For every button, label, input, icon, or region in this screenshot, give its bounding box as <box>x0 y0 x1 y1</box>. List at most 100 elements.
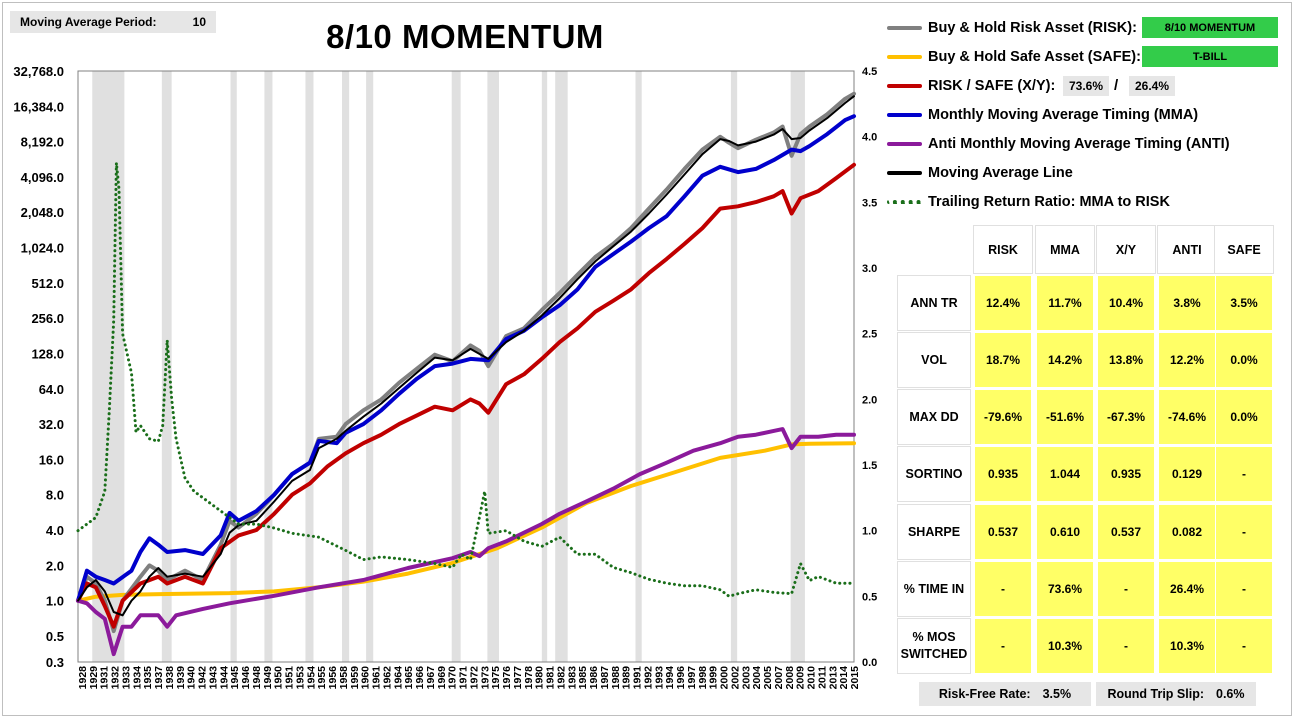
legend-xy-label: RISK / SAFE (X/Y): <box>928 78 1056 94</box>
legend-risk: Buy & Hold Risk Asset (RISK): <box>887 17 1137 39</box>
y2-tick-label: 4.0 <box>862 132 877 144</box>
stats-cell: 13.8% <box>1098 333 1154 387</box>
x-tick-label: 1967 <box>425 666 437 690</box>
y-tick-label: 0.5 <box>46 629 64 644</box>
x-tick-label: 2005 <box>762 666 774 690</box>
x-tick-label: 1972 <box>468 666 480 690</box>
x-tick-label: 1950 <box>273 666 285 690</box>
stats-cell: 3.5% <box>1216 276 1272 330</box>
legend-xy: RISK / SAFE (X/Y): <box>887 75 1055 97</box>
recession-band <box>342 71 350 662</box>
stats-cell: 73.6% <box>1037 562 1093 616</box>
recession-band <box>366 71 374 662</box>
x-tick-label: 2002 <box>729 666 741 690</box>
recession-band <box>161 71 172 662</box>
y-tick-label: 2.0 <box>46 558 64 573</box>
trailing-ratio-line <box>76 161 856 598</box>
y2-tick-label: 0.0 <box>862 657 877 669</box>
x-tick-label: 2010 <box>806 666 818 690</box>
legend-mma: Monthly Moving Average Timing (MMA) <box>887 104 1198 126</box>
stats-cell: 0.0% <box>1216 390 1272 444</box>
y2-tick-label: 1.5 <box>862 460 877 472</box>
y-tick-label: 8,192.0 <box>21 135 64 150</box>
x-tick-label: 1939 <box>175 666 187 690</box>
x-tick-label: 1932 <box>110 666 122 690</box>
x-tick-label: 1940 <box>186 666 198 690</box>
y-tick-label: 1,024.0 <box>21 241 64 256</box>
stats-row-label: % MOS SWITCHED <box>897 618 971 674</box>
y-tick-label: 128.0 <box>31 346 64 361</box>
recession-bands <box>92 71 805 662</box>
stats-cell: 18.7% <box>975 333 1031 387</box>
recession-band <box>451 71 461 662</box>
stats-cell: - <box>1216 447 1272 501</box>
recession-band <box>541 71 548 662</box>
x-tick-label: 2007 <box>773 666 785 690</box>
x-tick-label: 1934 <box>131 666 143 690</box>
x-tick-label: 1933 <box>120 666 132 690</box>
mma-line <box>76 114 856 603</box>
y-tick-label: 8.0 <box>46 488 64 503</box>
left-axis-ticks: 32,768.0 16,384.0 8,192.0 4,096.0 2,048.0 1,0… <box>13 64 64 670</box>
stats-row-label: SORTINO <box>897 446 971 502</box>
recession-band <box>264 71 273 662</box>
x-tick-label: 1993 <box>653 666 665 690</box>
legend-ma-line: Moving Average Line <box>887 162 1073 184</box>
y-tick-label: 4.0 <box>46 523 64 538</box>
x-tick-label: 1935 <box>142 666 154 690</box>
x-tick-label: 1938 <box>164 666 176 690</box>
stats-cell: 26.4% <box>1159 562 1215 616</box>
stats-cell: - <box>1098 619 1154 673</box>
x-tick-label: 1989 <box>621 666 633 690</box>
x-tick-label: 1996 <box>675 666 687 690</box>
stats-row-label: VOL <box>897 332 971 388</box>
ma-line-swatch <box>887 171 922 175</box>
x-tick-label: 1969 <box>436 666 448 690</box>
stats-col-header: RISK <box>973 225 1033 274</box>
x-tick-label: 1944 <box>218 666 230 690</box>
stats-cell: - <box>975 619 1031 673</box>
stats-cell: 1.044 <box>1037 447 1093 501</box>
stats-row-label: MAX DD <box>897 389 971 445</box>
y-tick-label: 0.3 <box>46 655 64 670</box>
xy-slash: / <box>1114 77 1119 94</box>
x-tick-label: 1991 <box>632 666 644 690</box>
x-tick-label: 1988 <box>610 666 622 690</box>
x-tick-label: 1951 <box>284 666 296 690</box>
x-tick-label: 1966 <box>414 666 426 690</box>
x-tick-label: 2015 <box>849 666 861 690</box>
x-tick-label: 1961 <box>371 666 383 690</box>
x-tick-label: 1999 <box>708 666 720 690</box>
stats-cell: 10.3% <box>1159 619 1215 673</box>
recession-band <box>730 71 738 662</box>
ma-period-value: 10 <box>192 15 206 29</box>
legend-ma-line-label: Moving Average Line <box>928 165 1073 181</box>
y-tick-label: 64.0 <box>39 382 64 397</box>
x-tick-label: 1955 <box>316 666 328 690</box>
x-tick-label: 1985 <box>577 666 589 690</box>
stats-cell: 0.610 <box>1037 505 1093 559</box>
x-tick-label: 1943 <box>207 666 219 690</box>
risk-asset-badge: 8/10 MOMENTUM <box>1142 17 1278 38</box>
x-tick-label: 1954 <box>305 666 317 690</box>
stats-cell: - <box>975 562 1031 616</box>
stats-cell: 10.3% <box>1037 619 1093 673</box>
x-tick-label: 1958 <box>338 666 350 690</box>
x-tick-label: 1960 <box>360 666 372 690</box>
recession-band <box>635 71 642 662</box>
x-tick-label: 2013 <box>827 666 839 690</box>
stats-cell: -67.3% <box>1098 390 1154 444</box>
stats-cell: -51.6% <box>1037 390 1093 444</box>
x-tick-label: 1980 <box>534 666 546 690</box>
recession-band <box>230 71 237 662</box>
y-tick-label: 2,048.0 <box>21 205 64 220</box>
stats-cell: 12.4% <box>975 276 1031 330</box>
y2-tick-label: 2.5 <box>862 329 877 341</box>
legend-safe-label: Buy & Hold Safe Asset (SAFE): <box>928 49 1141 65</box>
stats-cell: - <box>1216 619 1272 673</box>
x-tick-label: 2009 <box>795 666 807 690</box>
x-tick-label: 1975 <box>490 666 502 690</box>
series-lines <box>76 91 856 657</box>
plot-border <box>77 70 855 663</box>
